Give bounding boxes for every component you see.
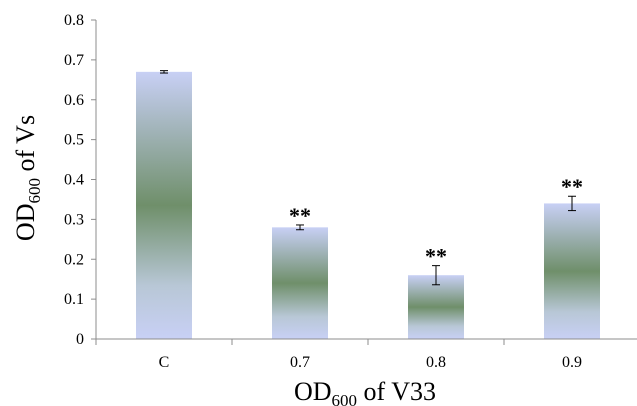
significance-label-1: ** [289,203,311,228]
y-tick-label: 0.2 [64,251,84,268]
x-axis-title-rest: of V33 [357,377,436,406]
x-tick-labels-group: C 0.7 0.8 0.9 [159,354,582,371]
y-axis-title-sub: 600 [25,178,44,204]
bar-1 [272,227,328,339]
y-axis-title-main: OD [11,204,40,242]
x-tick-label: 0.9 [562,354,582,371]
y-tick-label: 0.7 [64,52,84,69]
y-tick-label: 0.8 [64,12,84,29]
bar-0 [136,71,192,340]
significance-labels-group: ** ** ** [289,174,583,268]
x-tick-label: 0.7 [290,354,310,371]
x-axis-title-sub: 600 [332,391,358,406]
y-axis-title: OD600 of Vs [11,115,44,241]
error-bars-group [160,70,576,286]
x-tick-label: C [159,354,170,371]
y-tick-labels-group: 0 0.1 0.2 0.3 0.4 0.5 0.6 0.7 0.8 [64,12,84,348]
x-axis-title: OD600 of V33 [294,377,436,406]
y-tick-label: 0.6 [64,92,84,109]
y-tick-label: 0.4 [64,172,84,189]
y-tick-label: 0.1 [64,291,84,308]
bar-2 [408,275,464,339]
x-tick-label: 0.8 [426,354,446,371]
y-tick-label: 0.3 [64,211,84,228]
significance-label-3: ** [561,174,583,199]
bars-group [136,71,600,340]
y-tick-label: 0 [76,331,84,348]
x-axis-title-main: OD [294,377,332,406]
significance-label-2: ** [425,244,447,269]
bar-3 [544,203,600,339]
y-axis-title-rest: of Vs [11,115,40,178]
y-tick-label: 0.5 [64,132,84,149]
axes-group [91,19,637,345]
